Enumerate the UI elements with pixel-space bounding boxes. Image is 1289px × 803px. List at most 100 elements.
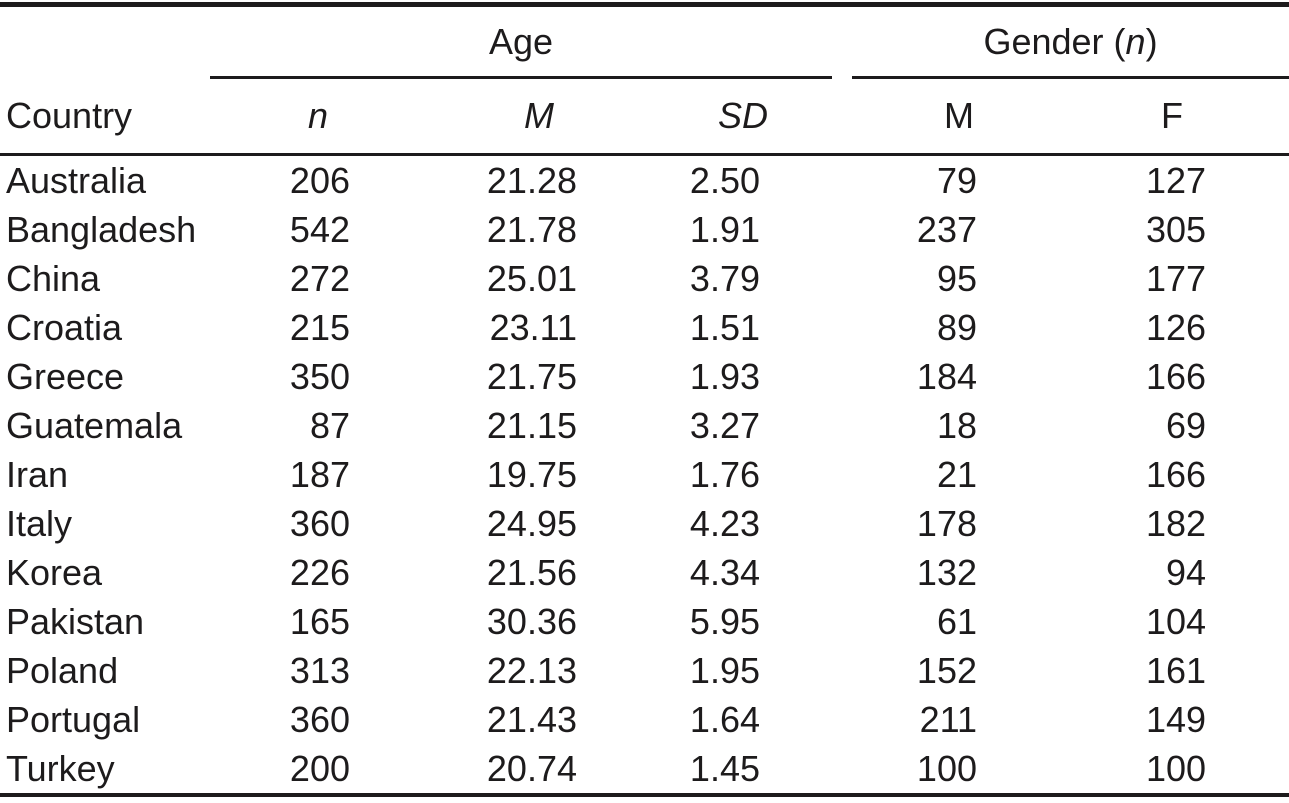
age-group-header: Age [200,5,832,79]
country-cell: Turkey [6,747,115,789]
table-body: Australia 206 21.28 2.50 79 127 Banglade… [0,155,1289,796]
age-n-cell: 272 [289,257,350,299]
age-mean-cell: 21.28 [486,159,577,201]
table-row: Turkey 200 20.74 1.45 100 100 [0,744,1289,795]
gender-group-header: Gender (n) [778,5,1289,79]
group-header-row: Age Gender (n) [0,5,1289,80]
age-mean-cell: 25.01 [486,257,577,299]
age-n-cell: 226 [289,551,350,593]
age-group-label: Age [488,20,554,62]
age-mean-cell: 21.43 [486,698,577,740]
age-sd-cell: 1.95 [689,649,760,691]
gender-male-cell: 178 [916,502,977,544]
gender-male-cell: 61 [936,600,977,642]
age-mean-cell: 21.56 [486,551,577,593]
gender-female-header: F [1161,95,1184,136]
country-cell: Portugal [6,698,141,740]
gender-female-cell: 149 [1145,698,1207,740]
gender-label-n-italic: n [1125,20,1146,62]
age-sd-cell: 1.91 [689,208,760,250]
gender-female-cell: 104 [1145,600,1207,642]
table-row: Korea 226 21.56 4.34 132 94 [0,548,1289,597]
gender-male-cell: 21 [936,453,977,495]
age-mean-cell: 19.75 [486,453,577,495]
age-sd-cell: 2.50 [689,159,760,201]
table-row: Guatemala 87 21.15 3.27 18 69 [0,401,1289,450]
gender-male-cell: 211 [919,698,977,740]
age-n-cell: 187 [289,453,350,495]
gender-male-cell: 79 [936,159,977,201]
gender-male-header: M [944,95,974,136]
age-n-cell: 313 [289,649,350,691]
gender-female-cell: 100 [1145,747,1207,789]
country-cell: Bangladesh [6,208,197,250]
gender-male-cell: 152 [916,649,977,691]
table-row: Australia 206 21.28 2.50 79 127 [0,155,1289,206]
age-sd-cell: 1.64 [689,698,760,740]
gender-female-cell: 94 [1165,551,1207,593]
age-n-cell: 350 [289,355,350,397]
table-row: Iran 187 19.75 1.76 21 166 [0,450,1289,499]
gender-male-cell: 89 [936,306,977,348]
age-mean-cell: 20.74 [486,747,577,789]
gender-female-cell: 69 [1165,404,1207,446]
age-group-rule: Age [210,7,832,79]
gender-male-cell: 184 [916,355,977,397]
age-sd-cell: 3.27 [689,404,760,446]
gender-female-cell: 126 [1145,306,1207,348]
table-row: Croatia 215 23.11 1.51 89 126 [0,303,1289,352]
age-mean-cell: 22.13 [486,649,577,691]
table-row: Portugal 360 21.43 1.64 211 149 [0,695,1289,744]
gender-male-cell: 237 [916,208,977,250]
gender-female-cell: 127 [1145,159,1207,201]
gender-label-suffix: ) [1145,20,1158,62]
country-cell: Australia [6,159,147,201]
country-cell: Greece [6,355,125,397]
column-header-row: Country n M SD M F [0,79,1289,155]
age-mean-cell: 23.11 [489,306,577,348]
age-n-cell: 206 [289,159,350,201]
table-row: Bangladesh 542 21.78 1.91 237 305 [0,205,1289,254]
age-mean-cell: 24.95 [486,502,577,544]
gender-female-cell: 161 [1145,649,1207,691]
country-cell: Italy [6,502,73,544]
corner-spacer [0,5,200,80]
age-n-cell: 360 [289,698,350,740]
country-cell: Poland [6,649,119,691]
age-mean-cell: 21.75 [486,355,577,397]
gender-female-cell: 166 [1145,355,1207,397]
age-sd-cell: 1.45 [689,747,760,789]
age-n-cell: 87 [309,404,350,446]
age-n-cell: 215 [289,306,350,348]
age-sd-cell: 1.51 [689,306,760,348]
gender-group-label: Gender (n) [983,21,1157,63]
age-n-cell: 165 [289,600,350,642]
country-cell: Korea [6,551,103,593]
country-cell: Guatemala [6,404,183,446]
age-mean-header: M [524,95,554,136]
age-sd-cell: 3.79 [689,257,760,299]
age-n-cell: 200 [289,747,350,789]
gender-male-cell: 95 [936,257,977,299]
age-sd-cell: 1.93 [689,355,760,397]
age-mean-cell: 21.78 [486,208,577,250]
country-cell: Croatia [6,306,123,348]
gender-group-rule: Gender (n) [852,7,1289,79]
table-row: Italy 360 24.95 4.23 178 182 [0,499,1289,548]
gender-label-prefix: Gender ( [983,20,1126,62]
country-cell: Pakistan [6,600,145,642]
gender-male-cell: 18 [936,404,977,446]
gender-female-cell: 177 [1145,257,1207,299]
country-header: Country [6,95,133,136]
country-cell: Iran [6,453,69,495]
age-n-cell: 360 [289,502,350,544]
table-row: China 272 25.01 3.79 95 177 [0,254,1289,303]
age-mean-cell: 30.36 [486,600,577,642]
age-n-header: n [307,95,328,136]
age-sd-cell: 4.23 [689,502,760,544]
table-row: Poland 313 22.13 1.95 152 161 [0,646,1289,695]
age-sd-cell: 1.76 [689,453,760,495]
country-cell: China [6,257,101,299]
